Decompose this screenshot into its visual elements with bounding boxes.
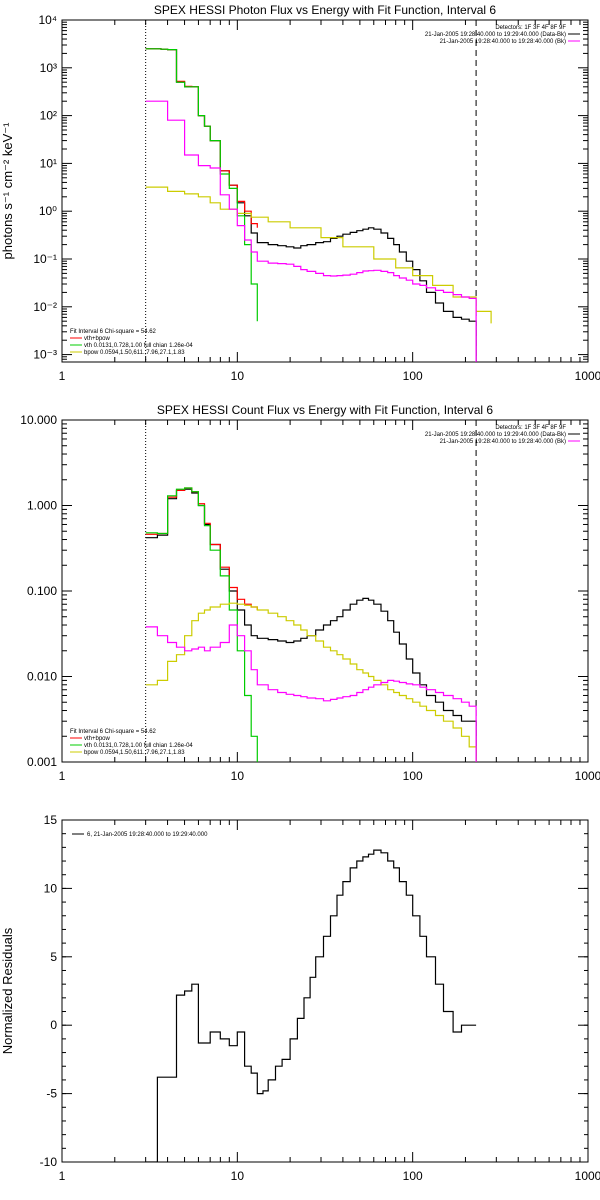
y-tick-label: 10: [44, 881, 58, 895]
legend-text: vth+bpow: [84, 336, 111, 342]
y-tick-label: 10²: [40, 109, 57, 123]
y-axis-label: photons s⁻¹ cm⁻² keV⁻¹: [0, 122, 15, 260]
x-tick-label: 10: [231, 1169, 245, 1183]
legend-text: 21-Jan-2005 19:28:40.000 to 19:28:40.000…: [440, 39, 566, 45]
legend-text: Detectors: 1F 3F 4F 8F 9F: [495, 25, 566, 31]
chart-title: SPEX HESSI Count Flux vs Energy with Fit…: [157, 403, 493, 417]
x-tick-label: 1000: [575, 769, 600, 783]
y-tick-label: 10¹: [40, 156, 57, 170]
y-tick-label: 10⁻¹: [33, 252, 57, 266]
legend-text: bpow 0.0594,1.50,611.,7.96,27.1,1.83: [84, 750, 185, 756]
x-tick-label: 10: [231, 769, 245, 783]
chart-panel-3: 1 10 100 1000 -10 -5 0 5 10 15 Normalized Residual…: [0, 813, 600, 1183]
y-tick-label: 10⁰: [39, 204, 57, 218]
y-tick-label: -5: [46, 1087, 57, 1101]
legend-text: bpow 0.0594,1.50,611.,7.96,27.1,1.83: [84, 350, 185, 356]
series-line-4: [145, 602, 477, 762]
series-line-5: [145, 100, 477, 362]
legend-text: 21-Jan-2005 19:28:40.000 to 19:29:40.000…: [425, 432, 566, 438]
x-tick-label: 1000: [575, 1169, 600, 1183]
legend-text: 6, 21-Jan-2005 19:28:40.000 to 19:29:40.…: [87, 832, 208, 838]
series-line-3: [145, 487, 258, 762]
legend-text: 21-Jan-2005 19:28:40.000 to 19:29:40.000…: [425, 32, 566, 38]
y-tick-label: 0.100: [27, 584, 57, 598]
y-tick-label: 10.000: [20, 413, 57, 427]
legend-text: Fit Interval 6 Chi-square = 54.62: [70, 729, 157, 735]
plot-frame: [61, 19, 589, 363]
series-line-2: [145, 487, 258, 610]
plot-frame: [61, 819, 589, 1163]
x-tick-label: 100: [403, 1169, 423, 1183]
y-tick-label: -10: [40, 1155, 58, 1169]
chart-panel-1: SPEX HESSI Photon Flux vs Energy with Fi…: [0, 3, 600, 383]
y-tick-label: 0: [50, 1018, 57, 1032]
x-tick-label: 1: [59, 1169, 66, 1183]
y-axis-label: Normalized Residuals: [0, 927, 15, 1054]
legend-text: Detectors: 1F 3F 4F 8F 9F: [495, 425, 566, 431]
x-tick-label: 1: [59, 369, 66, 383]
x-tick-label: 100: [403, 769, 423, 783]
series-line-1: [145, 849, 477, 1162]
y-tick-label: 10³: [40, 61, 57, 75]
y-tick-label: 0.010: [27, 670, 57, 684]
legend-text: 21-Jan-2005 19:28:40.000 to 19:28:40.000…: [440, 439, 566, 445]
legend-text: vth 0.0131,0.728,1.00 full chian 1.26e-0…: [84, 343, 193, 349]
y-tick-label: 15: [44, 813, 58, 827]
chart-title: SPEX HESSI Photon Flux vs Energy with Fi…: [154, 3, 496, 17]
plot-frame: [61, 419, 589, 763]
legend-text: vth 0.0131,0.728,1.00 full chian 1.26e-0…: [84, 743, 193, 749]
series-line-5: [145, 624, 477, 762]
x-tick-label: 1: [59, 769, 66, 783]
y-tick-label: 10⁻³: [33, 348, 57, 362]
y-tick-label: 0.001: [27, 755, 57, 769]
series-line-4: [145, 186, 492, 324]
series-line-1: [145, 488, 477, 762]
x-tick-label: 100: [403, 369, 423, 383]
y-tick-label: 10⁴: [38, 13, 57, 27]
y-tick-label: 10⁻²: [33, 300, 57, 314]
series-line-1: [145, 48, 477, 362]
legend-text: Fit Interval 6 Chi-square = 54.62: [70, 329, 157, 335]
y-tick-label: 1.000: [27, 499, 57, 513]
series-line-2: [145, 48, 258, 228]
legend-text: vth+bpow: [84, 736, 111, 742]
x-tick-label: 1000: [575, 369, 600, 383]
chart-panel-2: SPEX HESSI Count Flux vs Energy with Fit…: [20, 403, 600, 783]
y-tick-label: 5: [50, 950, 57, 964]
series-line-3: [145, 48, 258, 322]
x-tick-label: 10: [231, 369, 245, 383]
